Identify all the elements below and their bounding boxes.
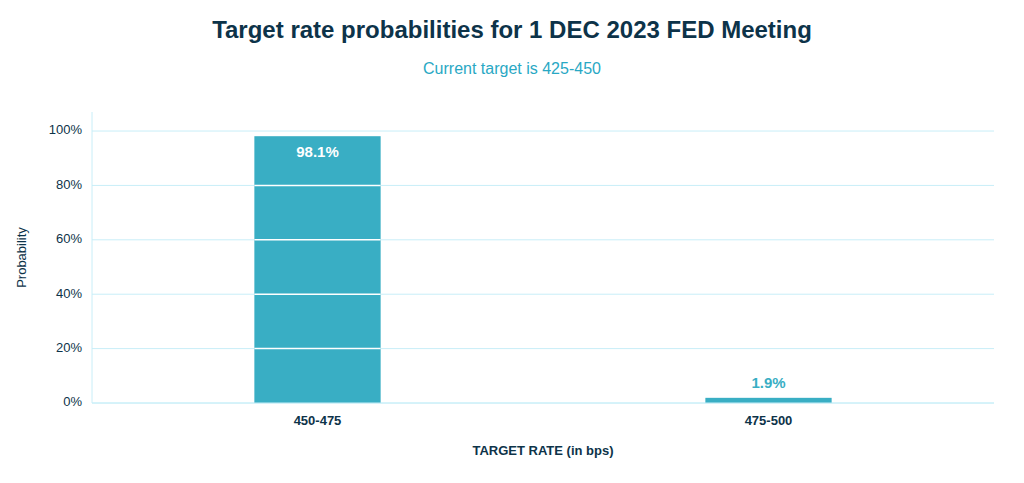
y-axis-label: Probability <box>14 227 29 288</box>
y-axis-line <box>92 112 93 403</box>
x-axis-label: TARGET RATE (in bps) <box>472 443 613 458</box>
grid-line <box>92 348 994 349</box>
subtitle: Current target is 425-450 <box>423 60 601 77</box>
y-tick-label: 60% <box>56 231 82 246</box>
bar-segment-line <box>254 185 380 187</box>
x-tick-label: 450-475 <box>294 413 342 428</box>
y-tick-label: 100% <box>49 122 83 137</box>
bar-segment-line <box>254 239 380 241</box>
grid-line <box>92 239 994 240</box>
grid-line <box>92 403 994 404</box>
x-axis-line <box>92 403 994 404</box>
y-tick-label: 80% <box>56 177 82 192</box>
y-tick-label: 20% <box>56 340 82 355</box>
bar <box>705 398 831 403</box>
chart: Target rate probabilities for 1 DEC 2023… <box>0 0 1024 483</box>
grid-line <box>92 131 994 132</box>
data-label: 98.1% <box>296 143 339 160</box>
x-tick-label: 475-500 <box>745 413 793 428</box>
title: Target rate probabilities for 1 DEC 2023… <box>212 16 812 43</box>
y-tick-label: 0% <box>63 394 82 409</box>
grid-line <box>92 185 994 186</box>
grid-line <box>92 294 994 295</box>
y-tick-label: 40% <box>56 286 82 301</box>
bar-segment-line <box>254 293 380 295</box>
bar <box>254 136 380 403</box>
bar-segment-line <box>254 348 380 350</box>
data-label: 1.9% <box>751 374 785 391</box>
